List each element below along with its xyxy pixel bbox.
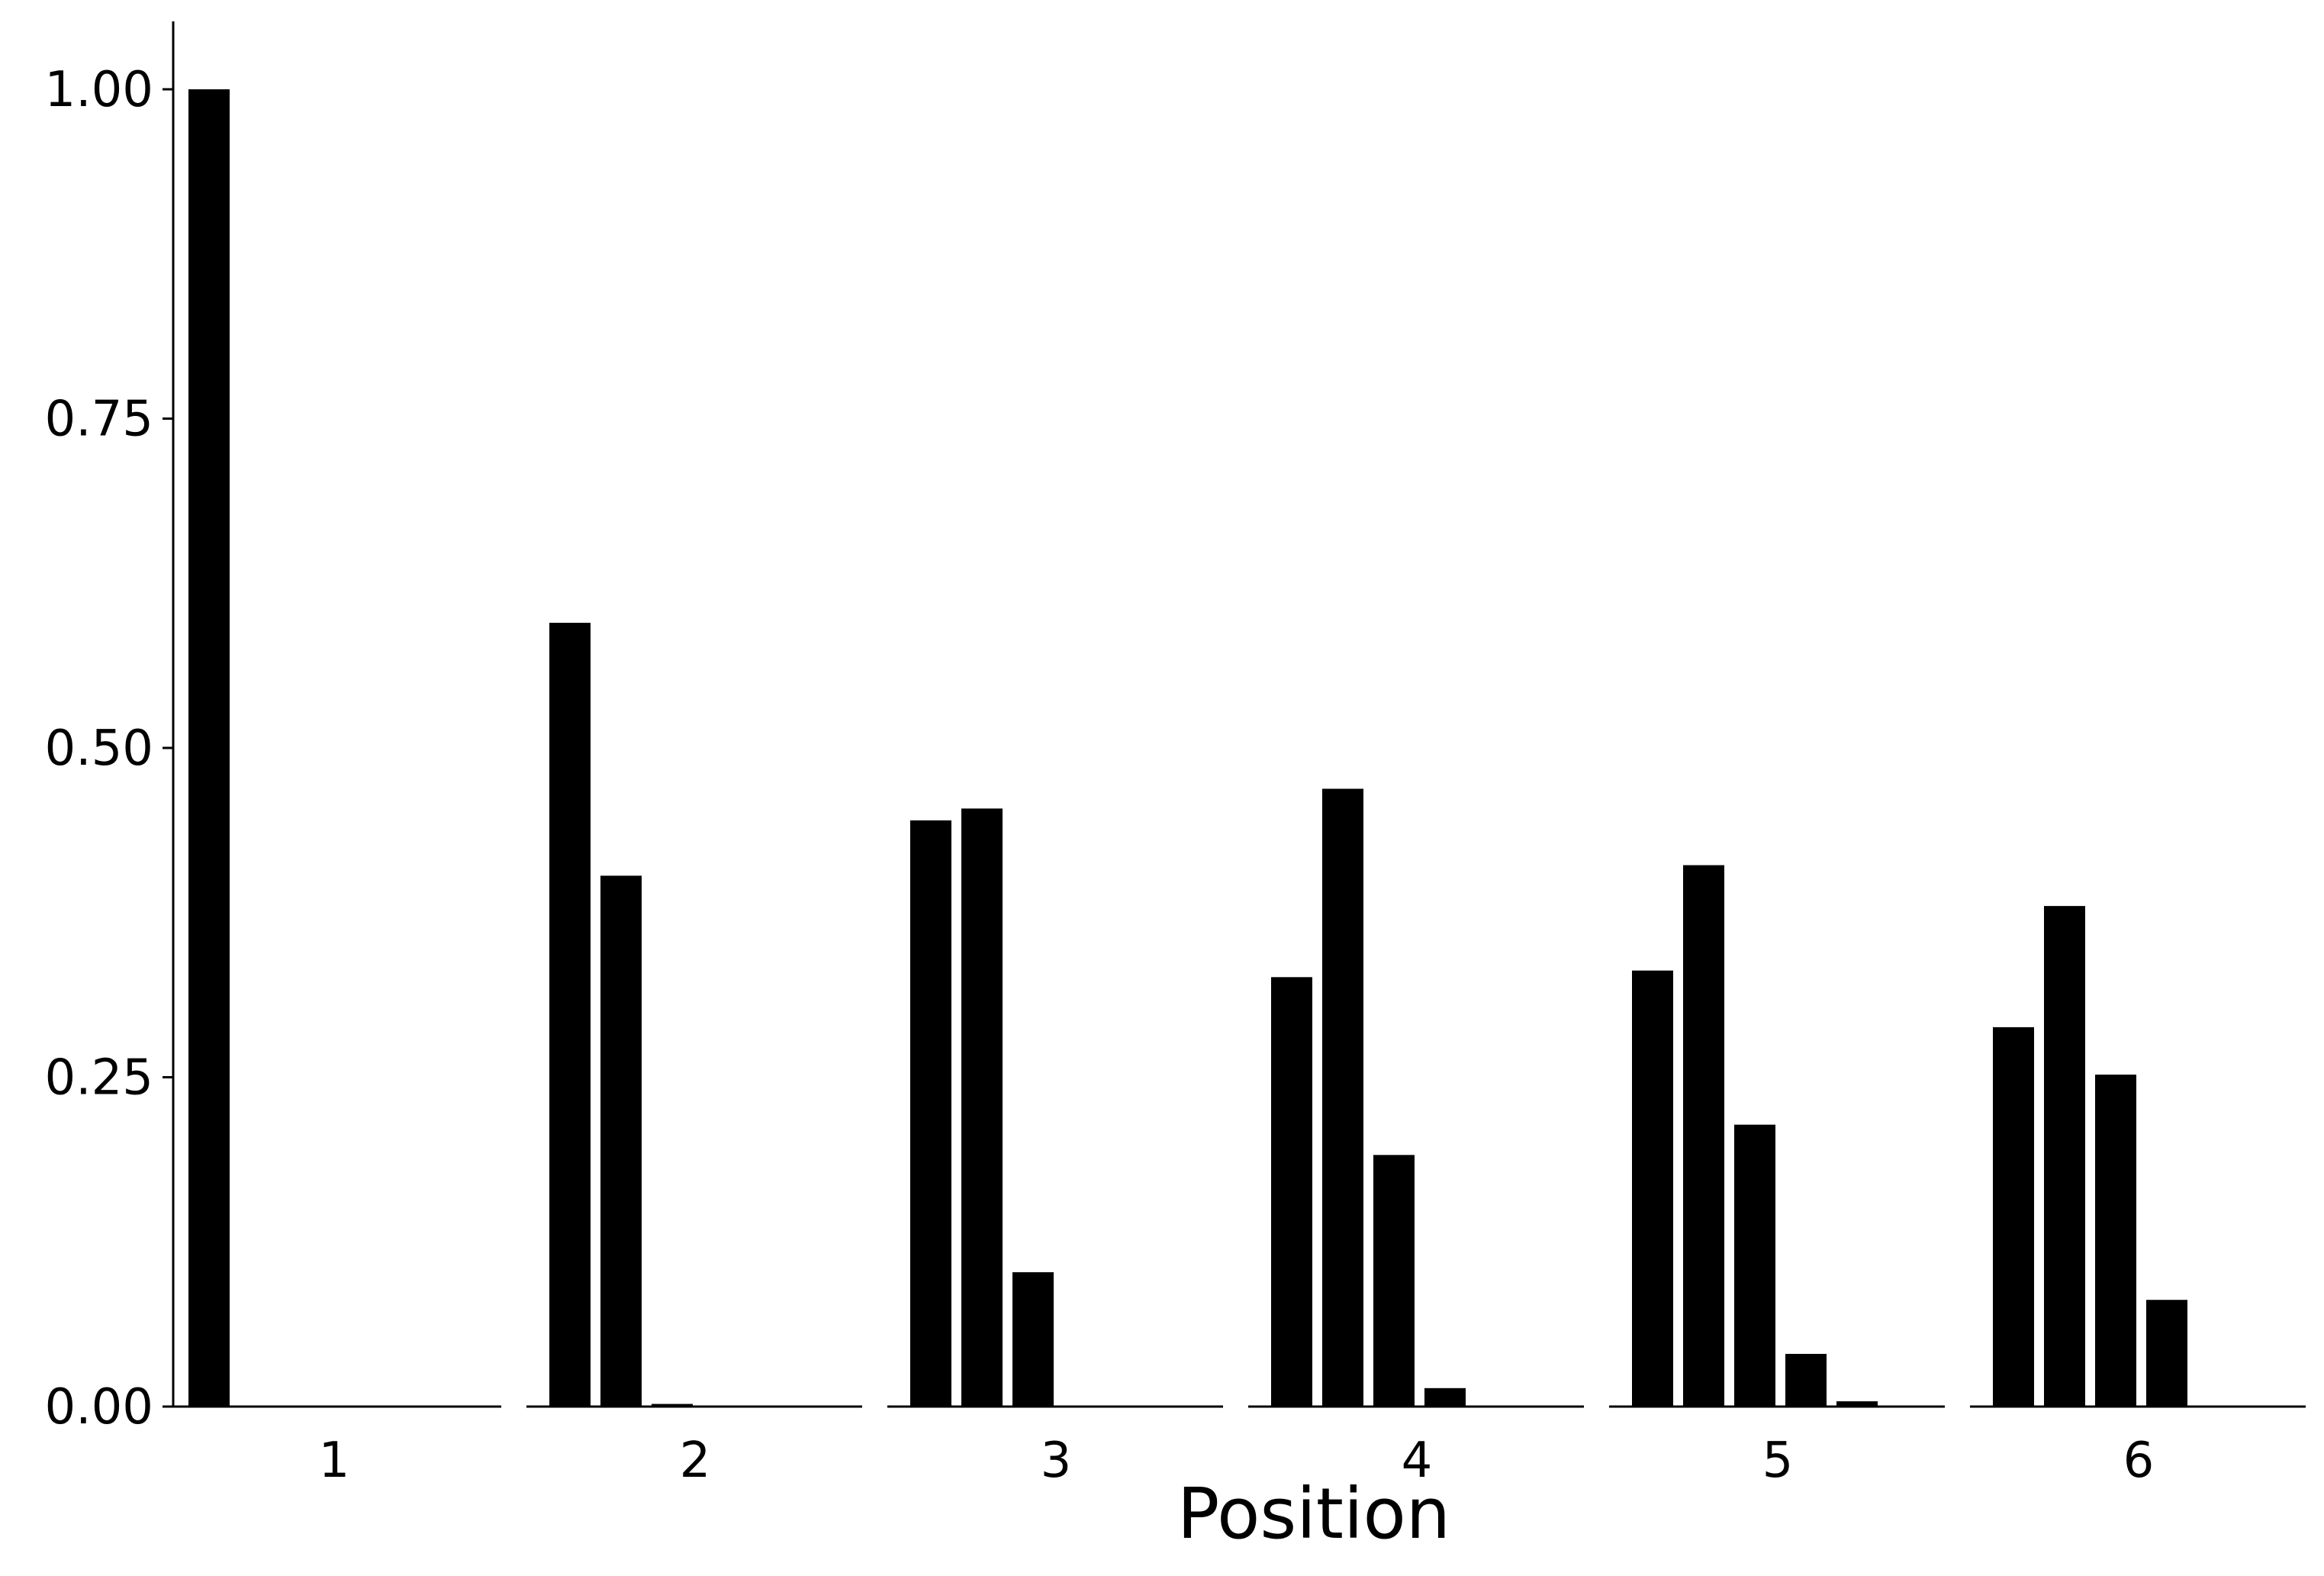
bar [652, 1404, 693, 1407]
bar [2095, 1075, 2136, 1407]
bar [549, 623, 591, 1407]
y-axis: 0.00 0.25 0.50 0.75 1.00 [45, 21, 175, 1436]
bar [1271, 977, 1312, 1407]
panel-4: 4 [1248, 788, 1584, 1489]
bar [1322, 788, 1363, 1407]
y-tick-label: 0.50 [45, 720, 154, 777]
panel-6: 6 [1970, 906, 2306, 1489]
bar [1785, 1353, 1827, 1407]
y-tick-label: 0.75 [45, 392, 154, 448]
bar [1836, 1401, 1878, 1407]
y-tick-label: 1.00 [45, 62, 154, 118]
bar [1424, 1387, 1466, 1407]
x-tick-label: 2 [680, 1433, 711, 1489]
y-tick-label: 0.25 [45, 1050, 154, 1107]
bar [1632, 970, 1673, 1407]
x-tick-label: 3 [1041, 1433, 1072, 1489]
chart-panels: 1 2 3 4 5 6 [166, 89, 2306, 1489]
bar [2044, 906, 2085, 1407]
panel-2: 2 [526, 623, 862, 1489]
bar [910, 820, 951, 1407]
bar [1012, 1271, 1054, 1407]
panel-1: 1 [166, 89, 501, 1489]
x-tick-label: 1 [319, 1433, 350, 1489]
panel-3: 3 [887, 808, 1223, 1489]
bar [1993, 1026, 2034, 1407]
x-tick-label: 5 [1762, 1433, 1794, 1489]
bar [2146, 1300, 2187, 1407]
bar [1734, 1124, 1775, 1407]
bar [600, 875, 642, 1407]
bar [1373, 1155, 1415, 1407]
panel-5: 5 [1609, 865, 1945, 1489]
bar [1683, 865, 1724, 1407]
x-tick-label: 4 [1402, 1433, 1433, 1489]
bar [188, 89, 230, 1407]
bar [961, 808, 1003, 1407]
x-axis-label: Position [1177, 1473, 1450, 1555]
y-tick-label: 0.00 [45, 1379, 154, 1436]
x-tick-label: 6 [2123, 1433, 2155, 1489]
